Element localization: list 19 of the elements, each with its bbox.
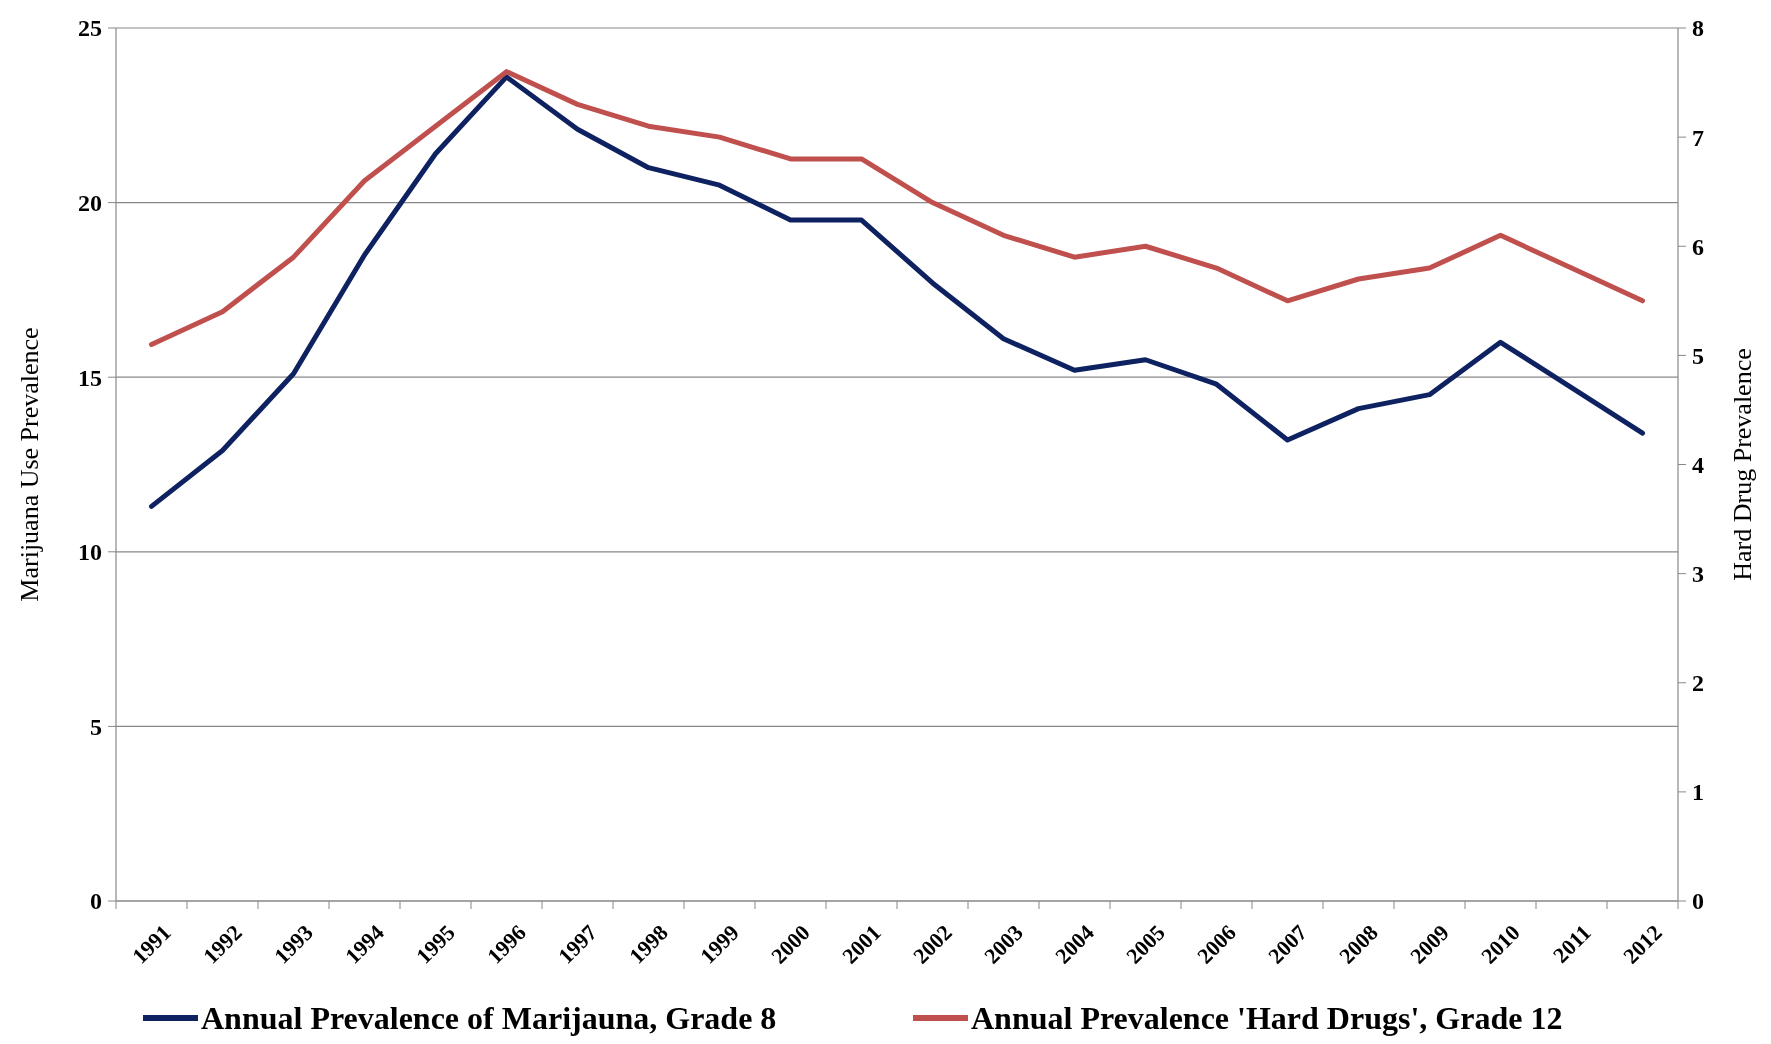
y2-tick-label: 4 xyxy=(1692,451,1704,478)
y2-tick-label: 6 xyxy=(1692,233,1704,260)
y-axis-title: Marijuana Use Prevalence xyxy=(15,327,44,602)
y2-axis-title: Hard Drug Prevalence xyxy=(1728,348,1757,581)
y2-tick-label: 5 xyxy=(1692,342,1704,369)
y-tick-label: 25 xyxy=(78,15,102,42)
legend-label: Annual Prevalence 'Hard Drugs', Grade 12 xyxy=(971,1000,1563,1037)
y2-tick-label: 0 xyxy=(1692,888,1704,915)
y2-tick-label: 2 xyxy=(1692,670,1704,697)
legend-label: Annual Prevalence of Marijauna, Grade 8 xyxy=(201,1000,777,1037)
y-tick-label: 5 xyxy=(90,713,102,740)
y2-tick-label: 7 xyxy=(1692,124,1704,151)
y-tick-label: 10 xyxy=(78,539,102,566)
y-tick-label: 20 xyxy=(78,190,102,216)
y2-tick-label: 8 xyxy=(1692,15,1704,42)
y2-tick-label: 3 xyxy=(1692,561,1704,588)
y-tick-label: 15 xyxy=(78,364,102,391)
y-tick-label: 0 xyxy=(90,888,102,915)
y2-tick-label: 1 xyxy=(1692,779,1704,806)
